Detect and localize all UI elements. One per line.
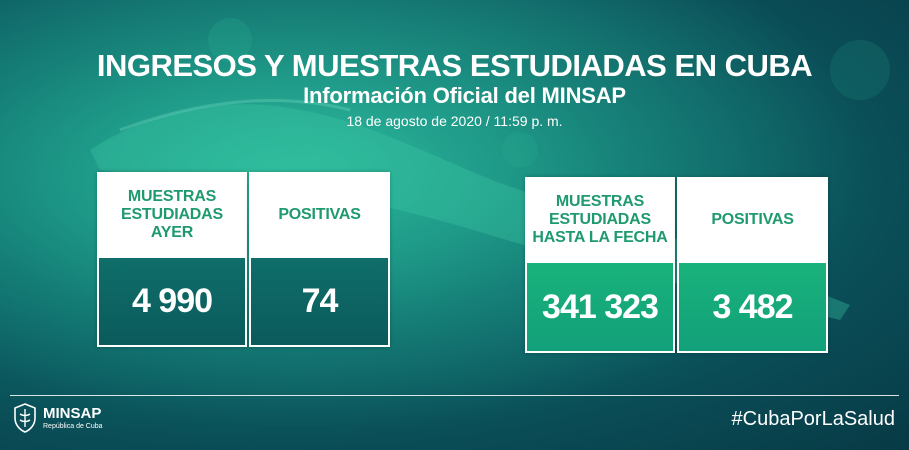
card-label: MUESTRAS ESTUDIADAS AYER xyxy=(99,174,245,256)
footer-divider xyxy=(10,395,899,396)
card-positivas-ayer: POSITIVAS 74 xyxy=(249,172,390,347)
card-label: POSITIVAS xyxy=(679,179,826,261)
card-label: POSITIVAS xyxy=(251,174,388,256)
logo-name: MINSAP xyxy=(43,404,102,422)
card-value: 341 323 xyxy=(527,261,673,351)
card-muestras-ayer: MUESTRAS ESTUDIADAS AYER 4 990 xyxy=(97,172,247,347)
page-title: INGRESOS Y MUESTRAS ESTUDIADAS EN CUBA xyxy=(96,48,813,83)
card-value: 74 xyxy=(251,256,388,345)
logo-sub: República de Cuba xyxy=(43,422,103,430)
hashtag: #CubaPorLaSalud xyxy=(731,408,895,430)
card-muestras-total: MUESTRAS ESTUDIADAS HASTA LA FECHA 341 3… xyxy=(525,177,675,353)
shield-emblem-icon xyxy=(14,403,36,433)
minsap-logo: MINSAP República de Cuba xyxy=(12,402,103,434)
card-label: MUESTRAS ESTUDIADAS HASTA LA FECHA xyxy=(527,179,673,261)
card-positivas-total: POSITIVAS 3 482 xyxy=(677,177,828,353)
report-date: 18 de agosto de 2020 / 11:59 p. m. xyxy=(346,113,563,129)
card-value: 3 482 xyxy=(679,261,826,351)
page-subtitle: Información Oficial del MINSAP xyxy=(303,83,626,108)
card-value: 4 990 xyxy=(99,256,245,345)
